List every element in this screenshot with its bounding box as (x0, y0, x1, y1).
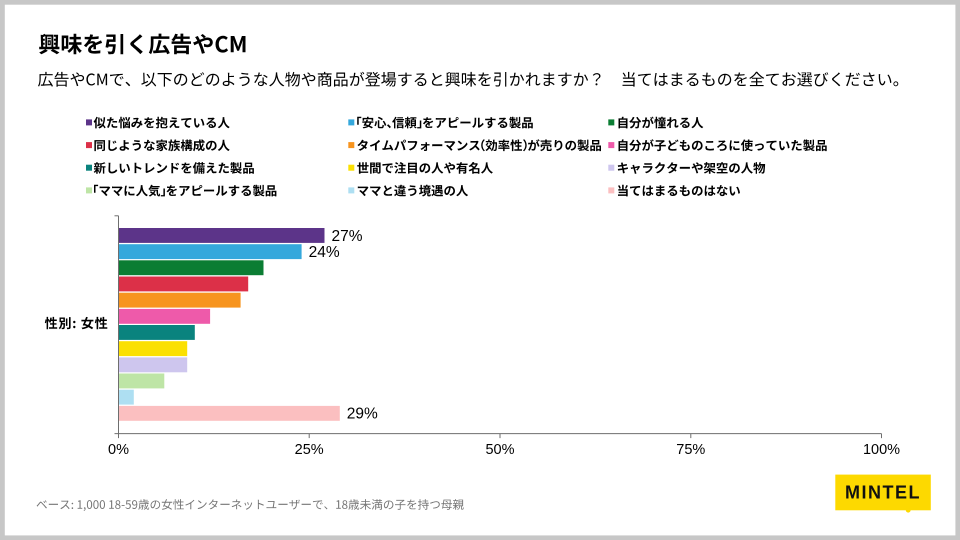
svg-text:24%: 24% (309, 244, 340, 261)
svg-text:50%: 50% (485, 442, 514, 458)
svg-text:75%: 75% (676, 442, 705, 458)
svg-text:0%: 0% (108, 442, 129, 458)
svg-text:25%: 25% (295, 442, 324, 458)
svg-text:29%: 29% (347, 406, 378, 423)
svg-text:MINTEL: MINTEL (845, 483, 921, 503)
svg-text:27%: 27% (332, 228, 363, 245)
svg-text:100%: 100% (863, 442, 900, 458)
